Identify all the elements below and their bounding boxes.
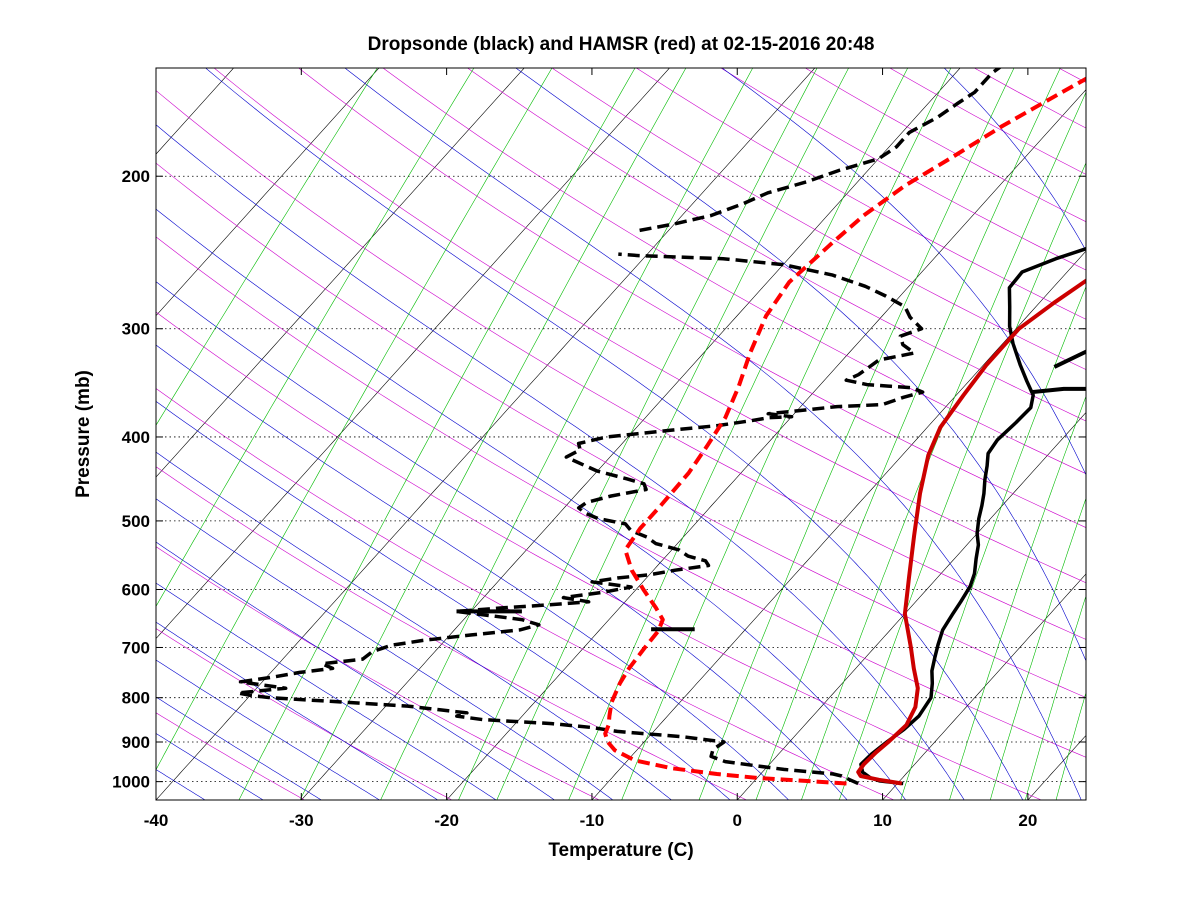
isotherm-line	[1027, 734, 1086, 800]
dropsonde-line	[236, 252, 925, 786]
mixing-ratio-line	[1189, 42, 1200, 804]
x-axis-label: Temperature (C)	[548, 840, 693, 861]
y-ticks: 200 300 400 500 600 700 800 900 1000	[112, 167, 1086, 792]
isotherm-line	[156, 68, 670, 640]
y-tick-label: 400	[122, 428, 150, 447]
mixing-ratio-line	[989, 497, 1086, 800]
x-tick-label: 0	[733, 811, 742, 830]
x-tick-label: -10	[580, 811, 605, 830]
isotherm-line	[156, 68, 525, 478]
dry-adiabat-line	[0, 42, 15, 804]
dropsonde-line	[639, 68, 1002, 233]
plot-frame	[155, 67, 1087, 801]
y-tick-label: 1000	[112, 773, 150, 792]
moist-adiabat-line	[156, 400, 731, 800]
hamsr-line	[603, 76, 1086, 786]
mixing-ratio-line	[801, 91, 1086, 800]
mixing-ratio-line	[496, 68, 849, 800]
mixing-ratio-line	[568, 68, 909, 800]
mixing-ratio-line	[156, 68, 378, 426]
data-series	[236, 68, 1086, 786]
mixing-ratio-line	[299, 68, 687, 800]
isotherm-line	[882, 573, 1086, 800]
mixing-ratio-line	[156, 68, 553, 771]
moist-adiabat-line	[156, 124, 965, 800]
moist-adiabat-line	[205, 68, 1024, 800]
dry-adiabat-line	[466, 68, 1086, 422]
isotherm-line	[591, 250, 1086, 800]
mixing-ratio-line	[380, 68, 754, 800]
dry-adiabat-line	[156, 628, 453, 800]
mixing-ratio-line	[949, 395, 1086, 800]
moist-adiabat-line	[156, 208, 907, 800]
isotherm-line	[1170, 42, 1200, 804]
hamsr-line	[856, 278, 1086, 786]
dry-adiabat-line	[382, 68, 1086, 475]
x-tick-label: -20	[434, 811, 459, 830]
dry-adiabat-line	[156, 311, 1043, 800]
pressure-gridlines	[156, 175, 1086, 783]
dry-adiabat-line	[1094, 42, 1200, 804]
isotherm-line	[300, 68, 961, 800]
mixing-ratio-line	[1024, 595, 1086, 800]
dropsonde-line	[1031, 386, 1086, 395]
moist-adiabat-line	[156, 451, 672, 800]
moist-adiabat-line	[156, 541, 556, 800]
dry-adiabat-line	[551, 68, 1086, 370]
dry-adiabat-line	[156, 546, 600, 800]
mixing-ratio-line	[238, 68, 636, 800]
y-tick-label: 300	[122, 320, 150, 339]
x-ticks: -40 -30 -20 -10 0 10 20	[144, 68, 1037, 830]
mixing-ratio-line	[1055, 691, 1086, 800]
y-axis-label: Pressure (mb)	[73, 370, 94, 498]
dry-adiabat-line	[298, 68, 1086, 528]
moist-adiabat-line	[156, 344, 790, 800]
moist-adiabat-line	[156, 659, 381, 800]
x-tick-label: -30	[289, 811, 314, 830]
moist-adiabat-line	[156, 696, 322, 800]
y-tick-label: 600	[122, 580, 150, 599]
dry-adiabat-line	[156, 712, 306, 800]
dry-adiabat-line	[156, 388, 895, 800]
y-tick-label: 500	[122, 512, 150, 531]
y-tick-label: 200	[122, 167, 150, 186]
y-tick-label: 700	[122, 638, 150, 657]
dry-adiabat-line	[213, 68, 1086, 584]
chart-title: Dropsonde (black) and HAMSR (red) at 02-…	[368, 34, 875, 55]
y-tick-label: 800	[122, 689, 150, 708]
mixing-ratio-line	[838, 161, 1086, 800]
moist-adiabat-line	[156, 733, 264, 800]
dropsonde-line	[859, 246, 1086, 786]
moist-adiabat-line	[156, 281, 848, 800]
isotherm-line	[0, 42, 112, 804]
x-tick-label: 20	[1018, 811, 1037, 830]
x-tick-label: -40	[144, 811, 169, 830]
moist-adiabat-line	[156, 621, 439, 800]
x-tick-label: 10	[873, 811, 892, 830]
moist-adiabat-line	[721, 68, 1086, 476]
moist-adiabat-line	[1122, 42, 1200, 804]
mixing-ratio-line	[458, 68, 818, 800]
mixing-ratio-line	[1108, 42, 1200, 804]
isotherm-line	[446, 89, 1086, 800]
mixing-ratio-line	[1151, 42, 1200, 804]
dry-adiabat-line	[1177, 42, 1200, 804]
y-tick-label: 900	[122, 733, 150, 752]
mixing-ratio-line	[621, 68, 952, 800]
